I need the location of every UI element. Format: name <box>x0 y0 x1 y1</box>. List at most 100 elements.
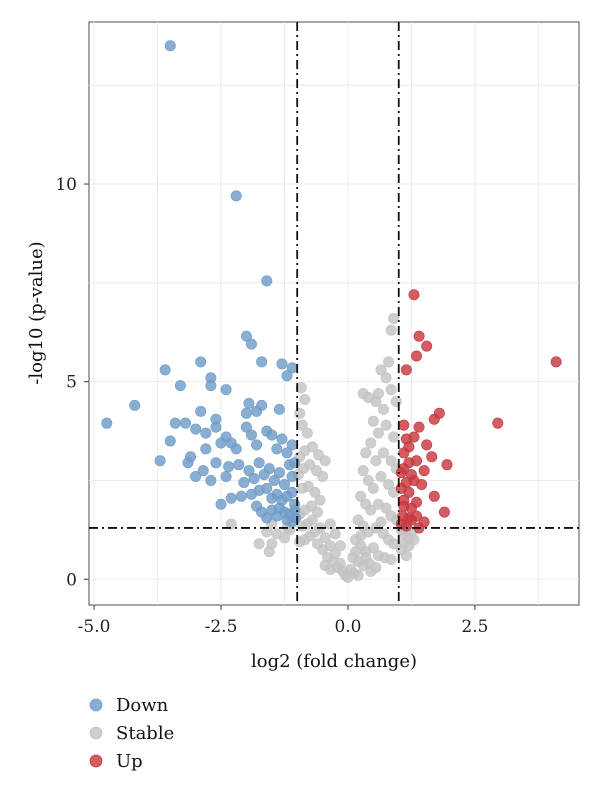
point-up <box>492 417 504 429</box>
point-stable <box>355 490 367 502</box>
point-stable <box>334 540 346 552</box>
point-up <box>418 465 430 477</box>
x-axis-ticks: -5.0 -2.5 0.0 2.5 <box>78 605 488 637</box>
point-down <box>286 486 298 498</box>
legend-label-up: Up <box>116 751 143 772</box>
point-down <box>281 370 293 382</box>
point-down <box>195 356 207 368</box>
y-tick-label: 5 <box>66 373 77 393</box>
point-down <box>230 190 242 202</box>
point-down <box>235 490 247 502</box>
point-up <box>398 447 410 459</box>
point-down <box>251 405 263 417</box>
point-up <box>438 506 450 518</box>
y-axis-title: -log10 (p-value) <box>26 241 47 384</box>
point-down <box>164 435 176 447</box>
y-axis-ticks: 0 5 10 <box>55 175 89 590</box>
point-down <box>182 457 194 469</box>
point-down <box>220 384 232 396</box>
point-stable <box>319 532 331 544</box>
point-stable <box>334 557 346 569</box>
point-stable <box>372 427 384 439</box>
point-stable <box>378 447 390 459</box>
point-up <box>413 330 425 342</box>
y-tick-label: 0 <box>66 570 77 590</box>
point-down <box>129 399 141 411</box>
point-stable <box>362 474 374 486</box>
grid-lines <box>89 22 579 605</box>
point-down <box>205 474 217 486</box>
point-down <box>243 465 255 477</box>
point-stable <box>329 528 341 540</box>
point-stable <box>375 471 387 483</box>
point-stable <box>388 312 400 324</box>
point-stable <box>365 565 377 577</box>
point-down <box>245 429 257 441</box>
point-stable <box>370 455 382 467</box>
point-up <box>400 364 412 376</box>
point-up <box>395 467 407 479</box>
series-down <box>101 40 302 528</box>
point-down <box>276 433 288 445</box>
point-stable <box>385 324 397 336</box>
point-down <box>271 510 283 522</box>
point-down <box>101 417 113 429</box>
point-up <box>441 459 453 471</box>
point-up <box>426 451 438 463</box>
point-down <box>258 469 270 481</box>
point-up <box>403 486 415 498</box>
point-down <box>215 498 227 510</box>
point-stable <box>313 449 325 461</box>
point-down <box>261 275 273 287</box>
point-stable <box>390 395 402 407</box>
point-stable <box>225 518 237 530</box>
point-down <box>276 358 288 370</box>
point-down <box>225 492 237 504</box>
point-down <box>240 407 252 419</box>
point-down <box>245 338 257 350</box>
point-stable <box>383 356 395 368</box>
point-stable <box>385 384 397 396</box>
point-down <box>271 443 283 455</box>
point-up <box>411 350 423 362</box>
point-down <box>256 356 268 368</box>
point-stable <box>299 393 311 405</box>
legend-key-up <box>89 754 103 768</box>
point-stable <box>367 542 379 554</box>
point-up <box>428 490 440 502</box>
point-up <box>428 413 440 425</box>
point-down <box>210 421 222 433</box>
point-stable <box>311 538 323 550</box>
point-stable <box>294 536 306 548</box>
point-up <box>408 431 420 443</box>
point-down <box>200 443 212 455</box>
point-stable <box>271 528 283 540</box>
point-down <box>238 476 250 488</box>
point-down <box>248 473 260 485</box>
point-stable <box>367 482 379 494</box>
point-stable <box>380 502 392 514</box>
point-up <box>398 419 410 431</box>
plot-panel <box>88 21 580 606</box>
point-down <box>197 465 209 477</box>
point-stable <box>352 569 364 581</box>
point-down <box>273 467 285 479</box>
point-stable <box>296 482 308 494</box>
point-down <box>240 421 252 433</box>
legend-label-down: Down <box>116 695 169 716</box>
threshold-lines <box>89 22 579 605</box>
point-up <box>408 289 420 301</box>
legend-label-stable: Stable <box>116 723 174 744</box>
point-up <box>397 510 409 522</box>
point-down <box>174 380 186 392</box>
point-up <box>398 500 410 512</box>
x-tick-label: 0.0 <box>334 617 361 637</box>
point-stable <box>408 534 420 546</box>
point-stable <box>400 550 412 562</box>
point-stable <box>301 427 313 439</box>
point-down <box>261 482 273 494</box>
point-down <box>205 380 217 392</box>
x-axis-title: log2 (fold change) <box>251 651 417 672</box>
point-down <box>243 397 255 409</box>
point-up <box>550 356 562 368</box>
